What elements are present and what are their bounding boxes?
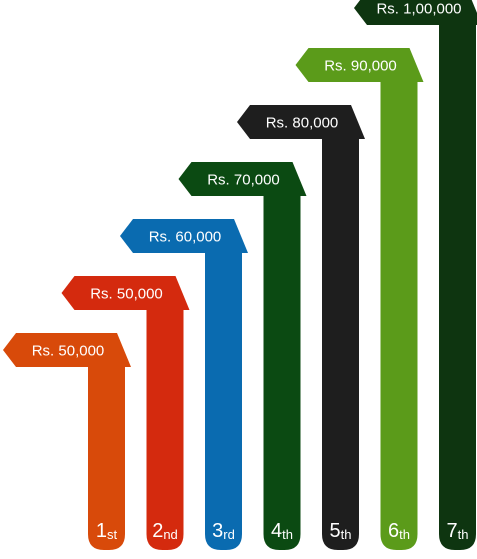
rank-label: 7th [447, 520, 469, 542]
value-tag [295, 48, 424, 82]
bar-column [88, 367, 125, 550]
bar-column [263, 196, 301, 550]
value-tag [3, 333, 131, 367]
value-tag [354, 0, 477, 25]
rank-label: 2nd [152, 520, 178, 542]
bar-column [322, 139, 359, 550]
value-label: Rs. 60,000 [149, 229, 222, 246]
prize-bar-2nd: Rs. 50,000 2nd [61, 276, 190, 550]
bar-column [205, 253, 242, 550]
rank-suffix: st [107, 527, 118, 542]
value-label: Rs. 1,00,000 [376, 1, 461, 18]
rank-number: 4 [271, 520, 282, 542]
value-label: Rs. 80,000 [266, 115, 339, 132]
rank-number: 5 [330, 520, 341, 542]
rank-label: 6th [388, 520, 410, 542]
rank-suffix: th [341, 527, 352, 542]
value-label: Rs. 90,000 [324, 58, 397, 75]
value-tag [178, 162, 307, 196]
rank-number: 1 [96, 520, 107, 542]
rank-suffix: rd [223, 527, 235, 542]
rank-suffix: nd [163, 527, 177, 542]
prize-bar-3rd: Rs. 60,000 3rd [120, 219, 248, 550]
value-label: Rs. 50,000 [90, 286, 163, 303]
value-label: Rs. 70,000 [207, 172, 280, 189]
rank-suffix: th [399, 527, 410, 542]
bar-column [380, 82, 418, 550]
rank-number: 3 [212, 520, 223, 542]
bar-column [146, 310, 184, 550]
value-tag [120, 219, 248, 253]
rank-suffix: th [282, 527, 293, 542]
rank-label: 4th [271, 520, 293, 542]
rank-suffix: th [458, 527, 469, 542]
value-label: Rs. 50,000 [32, 343, 105, 360]
prize-bar-4th: Rs. 70,000 4th [178, 162, 307, 550]
rank-label: 5th [330, 520, 352, 542]
prize-bar-1st: Rs. 50,000 1st [3, 333, 131, 550]
rank-number: 7 [447, 520, 458, 542]
rank-label: 3rd [212, 520, 235, 542]
value-tag [61, 276, 190, 310]
bar-column [439, 25, 476, 550]
rank-number: 6 [388, 520, 399, 542]
rank-label: 1st [96, 520, 118, 542]
value-tag [237, 105, 365, 139]
rank-number: 2 [152, 520, 163, 542]
